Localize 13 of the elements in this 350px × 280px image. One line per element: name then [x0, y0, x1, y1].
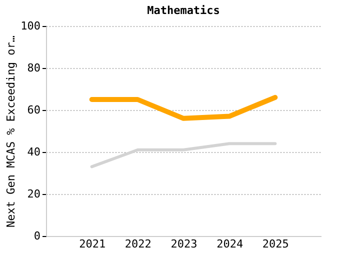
x-tick-label: 2024	[216, 238, 244, 250]
y-tick-label: 40	[27, 146, 40, 158]
x-tick-label: 2023	[170, 238, 198, 250]
y-tick-label: 20	[27, 188, 40, 200]
x-tick-label: 2025	[262, 238, 289, 250]
chart-title: Mathematics	[147, 4, 220, 17]
y-tick-label: 100	[20, 20, 40, 32]
y-axis-title: Next Gen MCAS % Exceeding or…	[4, 35, 18, 228]
y-tick-label: 80	[27, 62, 40, 74]
x-tick-label: 2022	[124, 238, 152, 250]
x-tick-label: 2021	[79, 238, 106, 250]
y-tick-label: 0	[34, 230, 40, 242]
y-tick-label: 60	[27, 104, 40, 116]
